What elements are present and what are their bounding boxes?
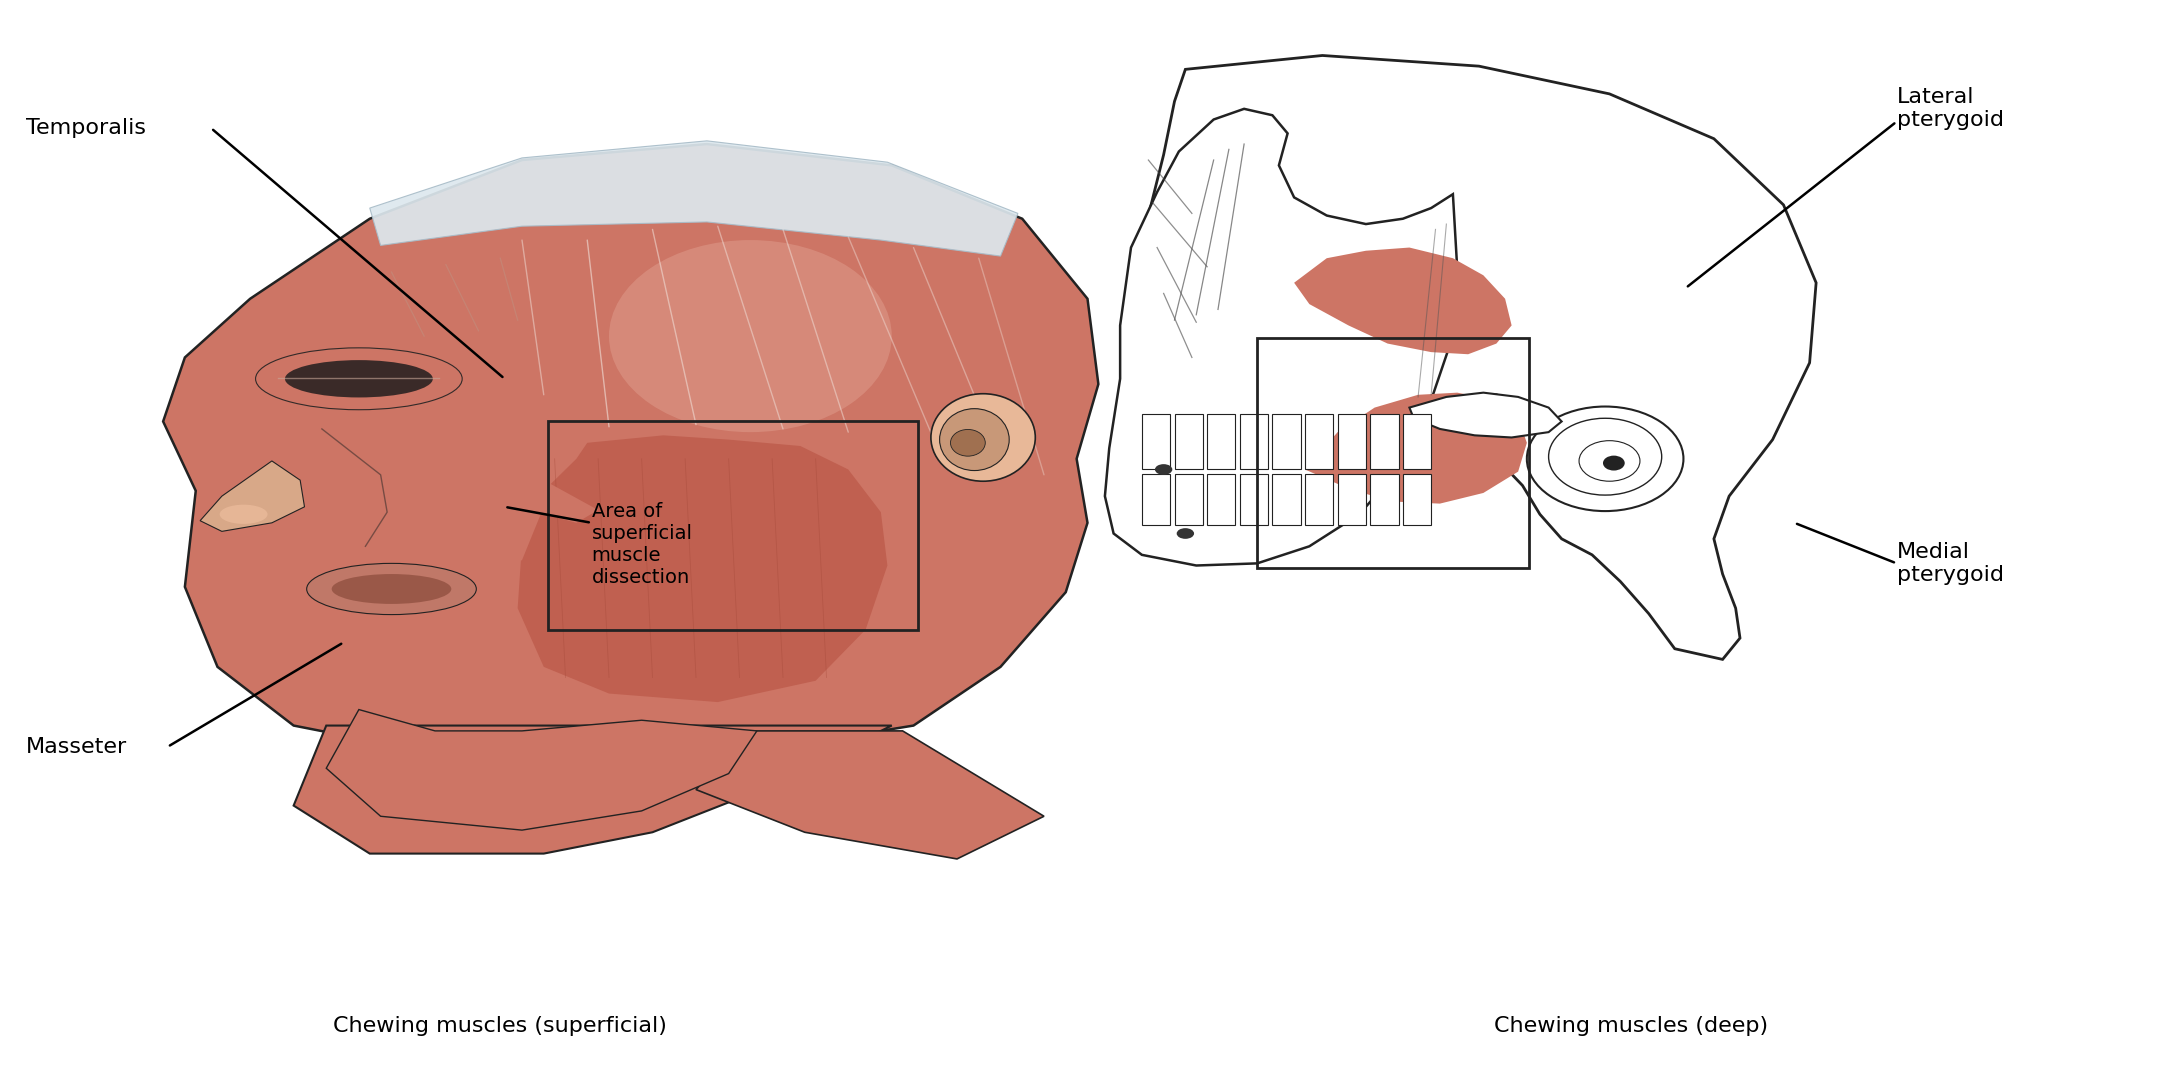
Text: Chewing muscles (superficial): Chewing muscles (superficial): [333, 1017, 668, 1036]
Bar: [1207, 474, 1235, 525]
Polygon shape: [294, 491, 544, 582]
Ellipse shape: [931, 394, 1035, 481]
Polygon shape: [1294, 248, 1512, 354]
Bar: [1207, 414, 1235, 469]
Polygon shape: [200, 461, 304, 531]
Polygon shape: [370, 141, 1018, 256]
Polygon shape: [326, 710, 757, 830]
Bar: [1403, 474, 1431, 525]
Bar: [1338, 474, 1366, 525]
Text: Masseter: Masseter: [26, 737, 128, 757]
Ellipse shape: [257, 348, 461, 410]
Polygon shape: [305, 608, 555, 699]
Text: Temporalis: Temporalis: [26, 118, 146, 138]
Ellipse shape: [1549, 418, 1662, 495]
Polygon shape: [696, 731, 1044, 859]
Bar: [1257, 338, 1529, 568]
Text: Lateral
pterygoid: Lateral pterygoid: [1897, 87, 2003, 130]
Ellipse shape: [307, 563, 476, 615]
Bar: [1370, 474, 1399, 525]
Ellipse shape: [609, 240, 892, 432]
Polygon shape: [418, 222, 1088, 512]
Bar: [1240, 414, 1268, 469]
Polygon shape: [1305, 393, 1527, 504]
Bar: [1142, 414, 1170, 469]
Ellipse shape: [950, 429, 985, 456]
Bar: [1142, 474, 1170, 525]
Ellipse shape: [1603, 456, 1625, 471]
Bar: [1338, 414, 1366, 469]
Polygon shape: [1105, 109, 1457, 566]
Polygon shape: [518, 435, 887, 702]
Bar: [1370, 414, 1399, 469]
Ellipse shape: [940, 409, 1009, 471]
Ellipse shape: [1155, 464, 1172, 475]
Text: Area of
superficial
muscle
dissection: Area of superficial muscle dissection: [592, 501, 692, 587]
Bar: [1174, 414, 1203, 469]
Ellipse shape: [1177, 528, 1194, 539]
Bar: [1174, 474, 1203, 525]
Text: Chewing muscles (deep): Chewing muscles (deep): [1494, 1017, 1768, 1036]
Ellipse shape: [331, 574, 452, 604]
Ellipse shape: [285, 360, 433, 397]
Bar: [1403, 414, 1431, 469]
Bar: [1305, 474, 1333, 525]
Bar: [1272, 414, 1301, 469]
Polygon shape: [163, 144, 1098, 758]
Ellipse shape: [220, 505, 268, 524]
Bar: [1305, 414, 1333, 469]
Bar: [1240, 474, 1268, 525]
Text: Medial
pterygoid: Medial pterygoid: [1897, 542, 2003, 585]
Bar: [548, 421, 918, 630]
Polygon shape: [1142, 55, 1816, 659]
Bar: [1272, 474, 1301, 525]
Ellipse shape: [1579, 441, 1640, 481]
Polygon shape: [1409, 393, 1562, 437]
Ellipse shape: [1527, 407, 1683, 511]
Polygon shape: [337, 416, 598, 523]
Polygon shape: [294, 726, 892, 854]
